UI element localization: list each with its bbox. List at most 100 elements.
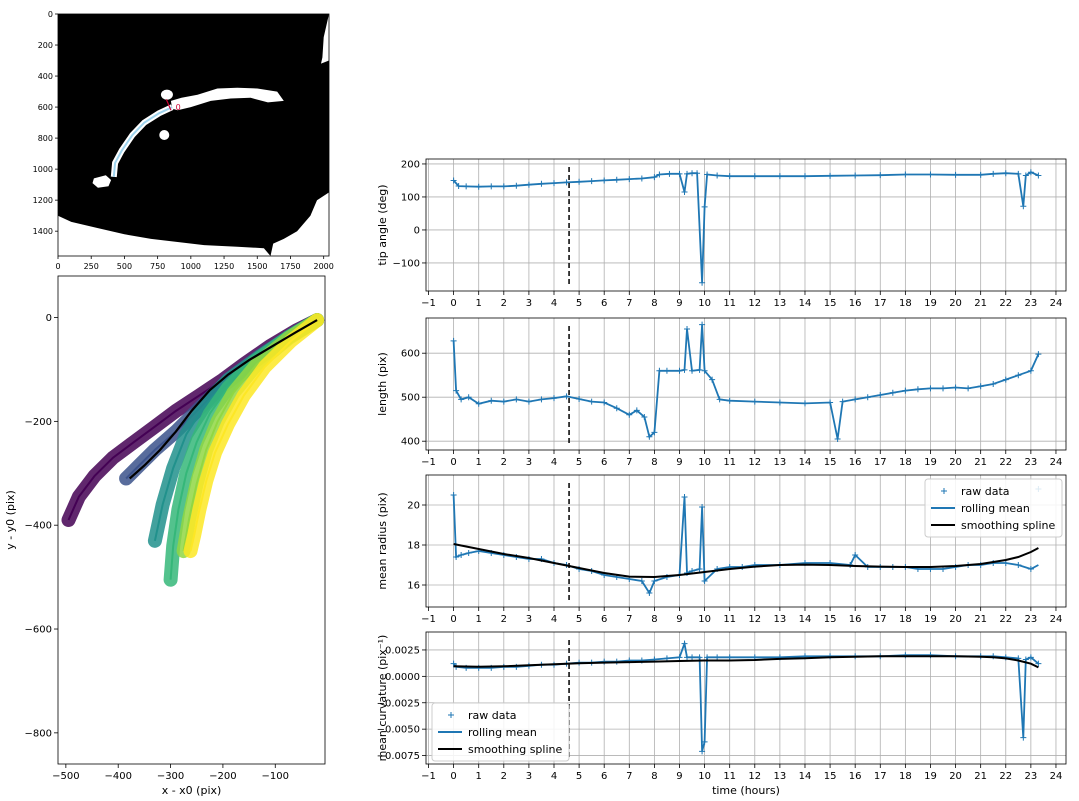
x-tick-label: 1 [476, 457, 482, 468]
y-tick-label: 1400 [33, 227, 53, 236]
y-tick-label: 1000 [33, 165, 53, 174]
x-tick-label: 17 [874, 614, 887, 625]
x-tick-label: 10 [698, 614, 711, 625]
raw-data-point [475, 400, 482, 407]
raw-data-point [576, 395, 583, 402]
legend-mean-label: rolling mean [468, 726, 537, 739]
x-tick-label: 7 [626, 614, 632, 625]
x-tick-label: 20 [949, 298, 962, 309]
x-tick-label: 8 [651, 457, 657, 468]
raw-data-point [450, 177, 457, 184]
x-tick-label: 5 [576, 298, 582, 309]
root-blob [160, 89, 173, 100]
raw-data-point [613, 176, 620, 183]
y-tick-label: 200 [401, 159, 420, 170]
raw-data-point [834, 436, 841, 442]
x-tick-label: 15 [824, 298, 837, 309]
x-tick-label: 8 [651, 771, 657, 782]
x-tick-label: 1 [476, 298, 482, 309]
x-tick-label: 18 [899, 298, 912, 309]
x-tick-label: 24 [1050, 298, 1063, 309]
raw-data-point [475, 183, 482, 190]
y-tick-label: 600 [401, 349, 420, 360]
y-tick-label: 18 [407, 541, 420, 552]
legend-box [431, 702, 570, 762]
x-tick-label: 0 [450, 457, 456, 468]
raw-data-point [714, 172, 721, 179]
x-tick-label: 23 [1024, 457, 1037, 468]
x-tick-label: 3 [526, 298, 532, 309]
x-tick-label: 9 [676, 614, 682, 625]
x-tick-label: 12 [748, 298, 761, 309]
raw-data-point [940, 385, 947, 392]
x-tick-label: 500 [117, 262, 132, 271]
x-tick-label: 18 [899, 614, 912, 625]
x-tick-label: 11 [723, 457, 736, 468]
raw-data-point [513, 396, 520, 403]
x-tick-label: 4 [551, 771, 557, 782]
raw-data-point [513, 182, 520, 189]
raw-data-point [1015, 372, 1022, 379]
y-tick-label: 16 [407, 581, 420, 592]
raw-data-point [1022, 172, 1029, 179]
y-tick-label: 0 [46, 313, 52, 324]
x-tick-label: 20 [949, 771, 962, 782]
x-tick-label: 14 [799, 298, 812, 309]
raw-data-point [877, 172, 884, 179]
legend-raw-symbol [941, 488, 947, 494]
raw-data-point [588, 398, 595, 405]
panel-radius: −1 0 1 2 3 4 5 6 7 8 9 10 11 12 13 14 15 16 17 18 19 20 21 22 23… [376, 474, 1067, 625]
x-tick-label: 2 [501, 457, 507, 468]
panel-frame [425, 158, 1067, 292]
x-tick-label: 21 [974, 457, 987, 468]
y-tick-label: 800 [38, 134, 53, 143]
x-tick-label: 16 [849, 771, 862, 782]
raw-data-point [827, 399, 834, 406]
x-tick-label: 23 [1024, 298, 1037, 309]
raw-data-point [1035, 351, 1042, 358]
x-axis-label: x - x0 (pix) [162, 784, 222, 797]
raw-data-point [1027, 367, 1034, 374]
y-tick-label: −400 [25, 521, 52, 532]
raw-data-point [1015, 170, 1022, 177]
x-tick-label: 17 [874, 298, 887, 309]
raw-data-point [709, 376, 716, 383]
raw-data-point [656, 367, 663, 374]
spline-line [453, 655, 1039, 669]
raw-data-point [852, 396, 859, 403]
x-tick-label: 19 [924, 457, 937, 468]
x-tick-label: 24 [1050, 457, 1063, 468]
root-blob [92, 175, 112, 188]
x-tick-label: 24 [1050, 614, 1063, 625]
x-tick-label: 9 [676, 771, 682, 782]
y-tick-label: −100 [393, 258, 420, 269]
legend: raw data rolling mean smoothing spline [924, 478, 1063, 538]
x-tick-label: 4 [551, 614, 557, 625]
x-tick-label: −1 [421, 298, 436, 309]
raw-data-point [726, 397, 733, 404]
x-tick-label: 6 [601, 614, 607, 625]
raw-data-point [453, 387, 460, 394]
y-axis-label: mean radius (pix) [376, 492, 389, 589]
raw-data-point [977, 171, 984, 178]
raw-data-point [626, 411, 633, 418]
raw-data-point [877, 392, 884, 398]
rolling-mean-line [452, 324, 1040, 440]
x-tick-label: 10 [698, 457, 711, 468]
raw-data-point [563, 393, 570, 400]
raw-data-point [952, 171, 959, 178]
x-tick-label: 16 [849, 298, 862, 309]
raw-data-point [1027, 169, 1034, 176]
raw-data-point [776, 173, 783, 180]
x-tick-label: −400 [104, 771, 131, 782]
x-tick-label: 21 [974, 298, 987, 309]
legend-raw-label: raw data [468, 709, 517, 722]
raw-data-point [1002, 376, 1009, 383]
x-tick-label: 12 [748, 457, 761, 468]
x-tick-label: 10 [698, 771, 711, 782]
x-tick-label: 3 [526, 614, 532, 625]
y-tick-label: 0.0000 [385, 672, 420, 683]
raw-data-point [801, 173, 808, 180]
legend-spline-label: smoothing spline [961, 519, 1055, 532]
